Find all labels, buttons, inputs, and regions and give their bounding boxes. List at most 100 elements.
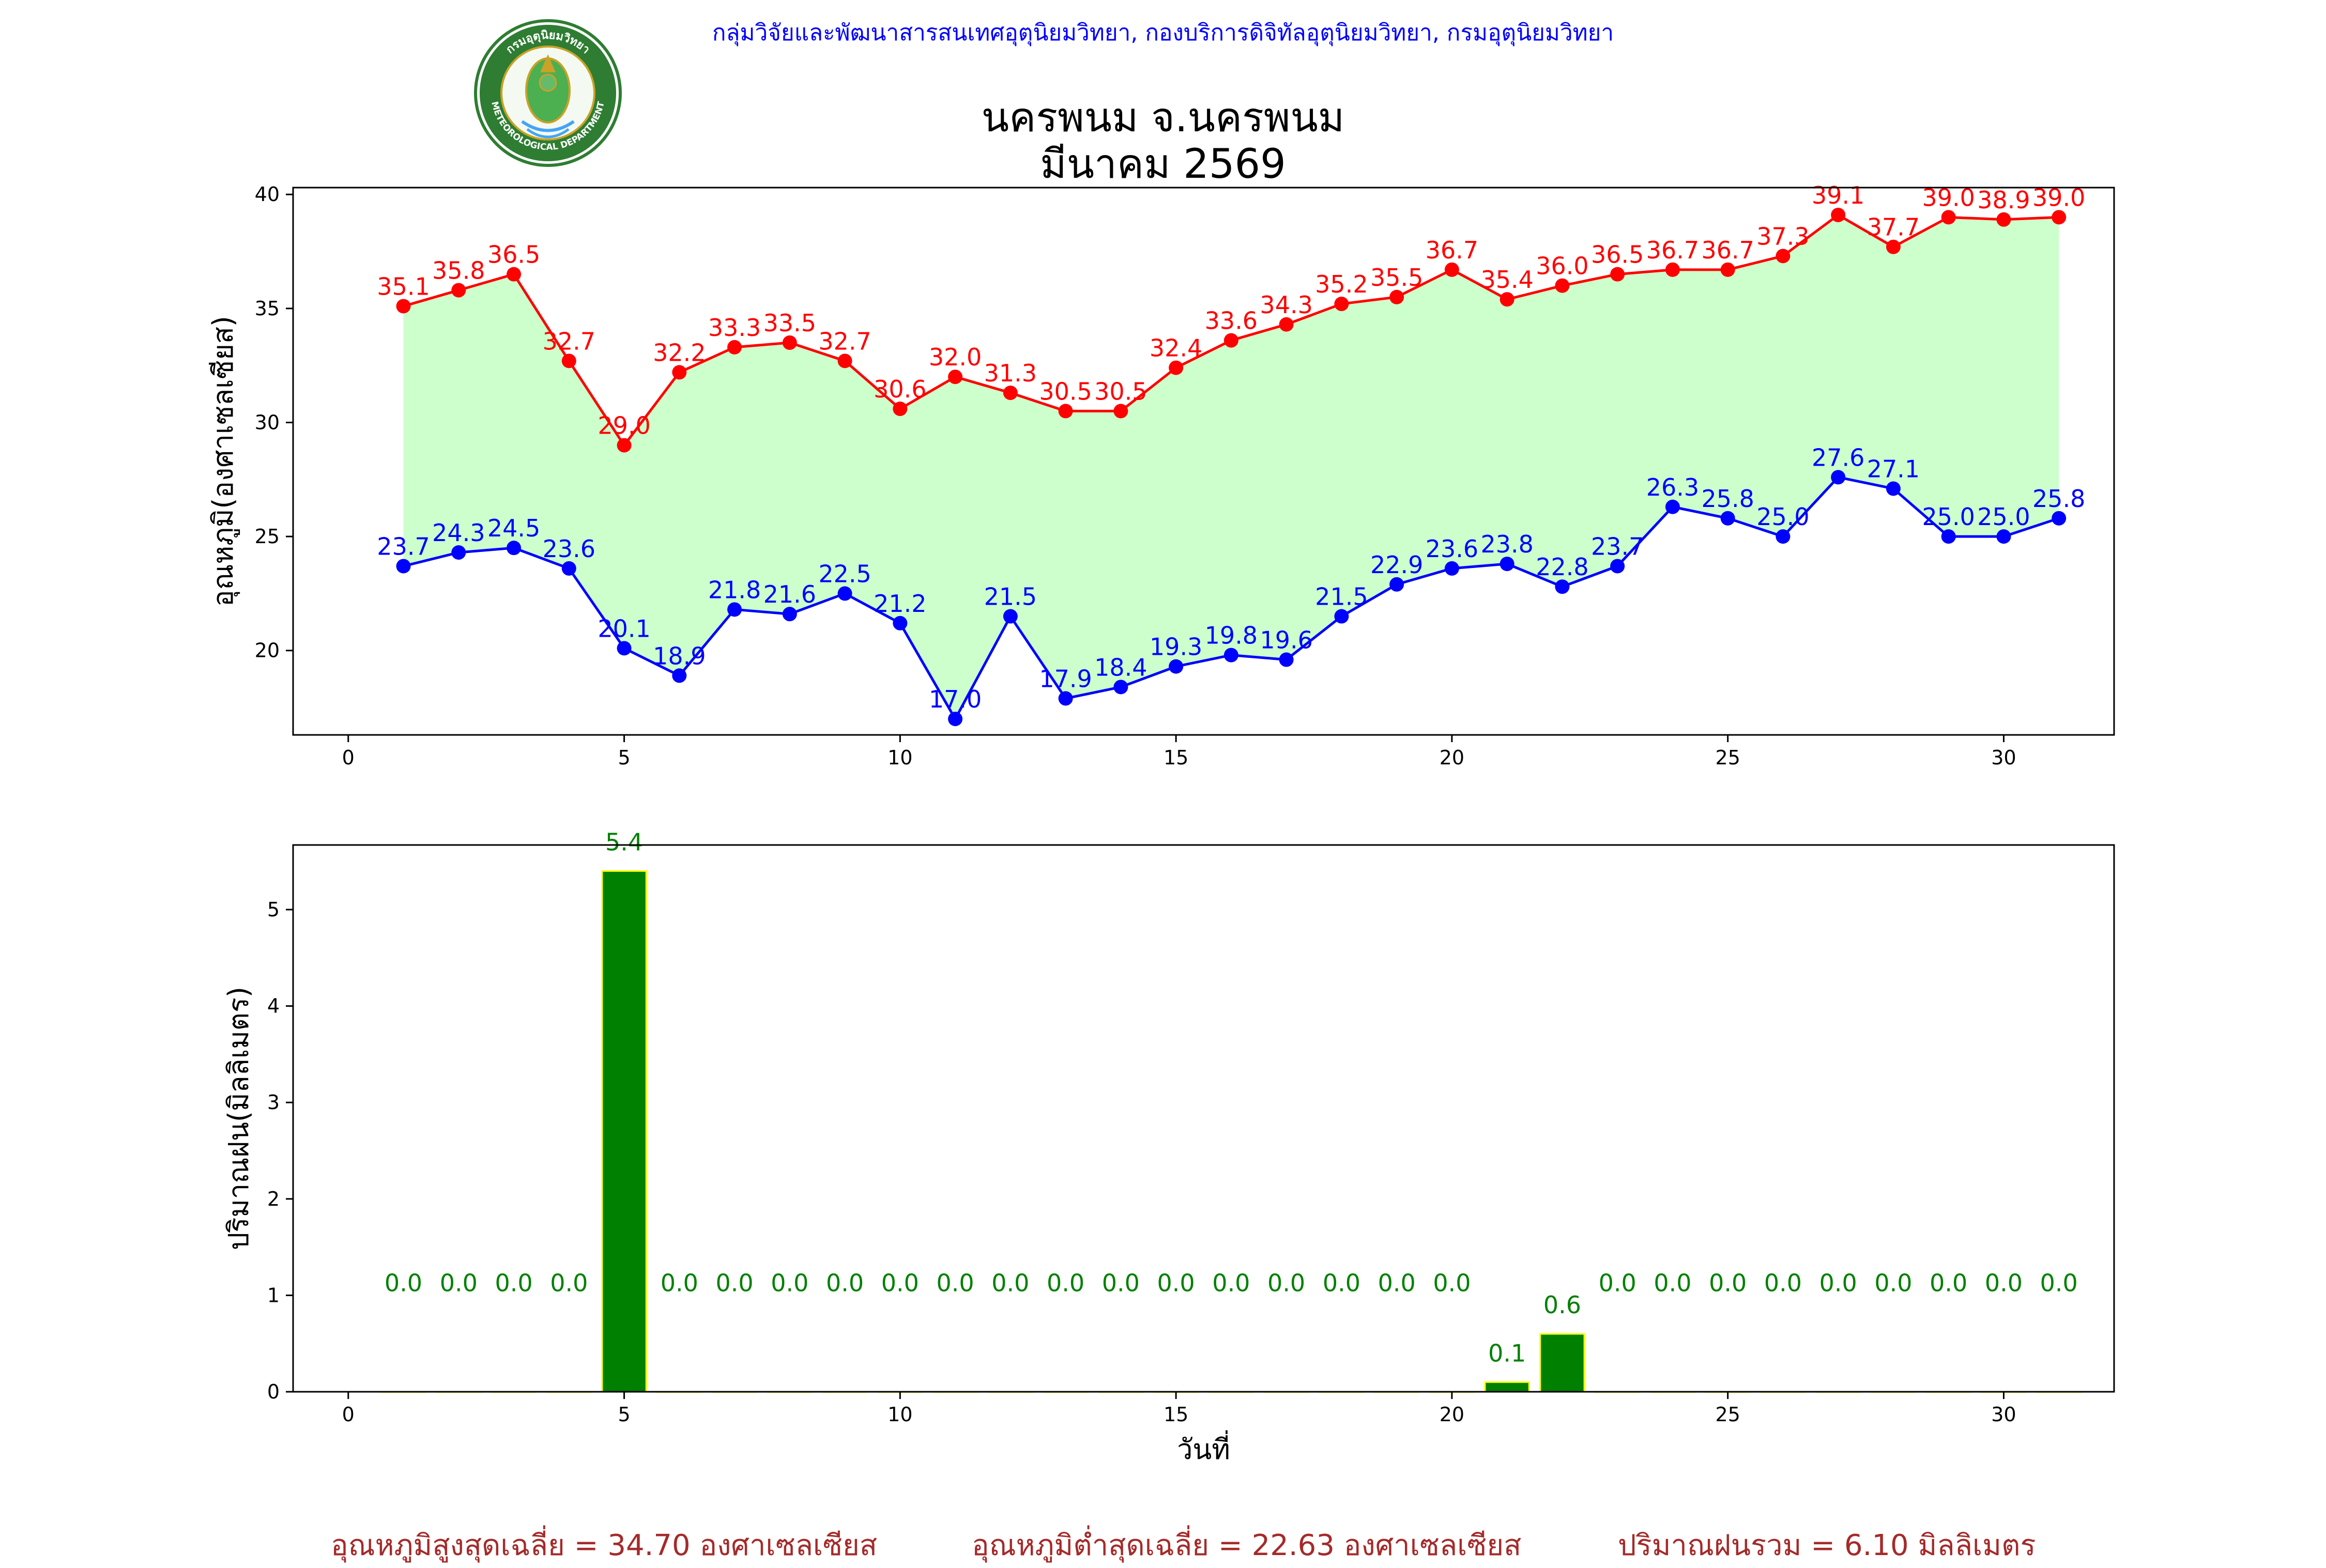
max-temperature-point xyxy=(1389,289,1404,304)
min-temperature-point xyxy=(1444,561,1459,576)
min-temperature-point xyxy=(617,641,632,656)
temperature-y-axis-label: อุณหภูมิ(องศาเซลเซียส) xyxy=(207,316,240,607)
max-temperature-value-label: 33.6 xyxy=(1205,307,1258,335)
max-temperature-point xyxy=(1499,292,1514,307)
max-temperature-point xyxy=(1720,262,1735,277)
min-temperature-point xyxy=(1610,559,1625,574)
max-temperature-value-label: 30.5 xyxy=(1039,377,1092,405)
min-temperature-point xyxy=(1776,529,1791,544)
temperature-plot-frame xyxy=(292,187,2115,736)
max-temperature-value-label: 34.3 xyxy=(1260,291,1312,319)
max-temperature-value-label: 36.5 xyxy=(487,241,540,269)
max-temperature-point xyxy=(1223,333,1238,348)
min-temperature-value-label: 17.9 xyxy=(1039,665,1092,693)
rainfall-value-label: 0.0 xyxy=(715,1269,753,1297)
min-temperature-value-label: 23.8 xyxy=(1480,530,1533,558)
max-temperature-point xyxy=(451,283,466,298)
rainfall-x-tick-label: 10 xyxy=(887,1403,912,1426)
max-temperature-point xyxy=(1058,404,1073,419)
max-temperature-point xyxy=(1113,404,1128,419)
rainfall-x-tick-label: 20 xyxy=(1440,1403,1464,1426)
rainfall-x-tick-label: 25 xyxy=(1716,1403,1740,1426)
min-temperature-value-label: 25.8 xyxy=(2032,485,2085,513)
rainfall-y-tick-label: 2 xyxy=(267,1188,280,1210)
max-temperature-point xyxy=(948,370,963,385)
rainfall-value-label: 5.4 xyxy=(605,828,643,856)
min-temperature-value-label: 22.5 xyxy=(818,560,871,588)
rainfall-value-label: 0.0 xyxy=(2040,1269,2078,1297)
rainfall-value-label: 0.0 xyxy=(1047,1269,1084,1297)
max-temperature-value-label: 32.7 xyxy=(818,327,871,355)
rainfall-bar xyxy=(1484,1381,1530,1393)
rainfall-y-tick-label: 0 xyxy=(267,1380,280,1403)
max-temperature-value-label: 33.5 xyxy=(763,309,816,337)
min-temperature-value-label: 24.3 xyxy=(432,519,485,547)
rainfall-value-label: 0.0 xyxy=(1212,1269,1250,1297)
min-temperature-value-label: 17.0 xyxy=(929,685,982,713)
min-temperature-point xyxy=(1223,648,1238,663)
min-temperature-point xyxy=(1996,529,2011,544)
max-temperature-value-label: 32.7 xyxy=(543,327,595,355)
max-temperature-value-label: 36.7 xyxy=(1646,236,1699,264)
max-temperature-value-label: 35.2 xyxy=(1315,270,1368,298)
min-temperature-value-label: 21.2 xyxy=(874,590,926,618)
rainfall-value-label: 0.0 xyxy=(1654,1269,1691,1297)
min-temperature-point xyxy=(396,559,411,574)
min-temperature-value-label: 25.0 xyxy=(1922,503,1975,531)
average-max-temperature: อุณหภูมิสูงสุดเฉลี่ย = 34.70 องศาเซลเซีย… xyxy=(331,1529,878,1562)
temperature-x-tick-label: 5 xyxy=(618,746,630,769)
min-temperature-point xyxy=(1499,557,1514,572)
min-temperature-point xyxy=(672,668,687,683)
min-temperature-value-label: 22.8 xyxy=(1536,553,1588,581)
max-temperature-value-label: 32.2 xyxy=(653,339,706,366)
min-temperature-point xyxy=(782,607,797,622)
rainfall-value-label: 0.0 xyxy=(1267,1269,1305,1297)
temperature-x-tick-label: 25 xyxy=(1716,746,1740,769)
min-temperature-point xyxy=(2052,511,2067,526)
min-temperature-value-label: 23.6 xyxy=(543,535,595,563)
rainfall-bar xyxy=(601,870,647,1393)
rainfall-value-label: 0.0 xyxy=(1599,1269,1636,1297)
rainfall-value-label: 0.0 xyxy=(771,1269,808,1297)
max-temperature-value-label: 35.1 xyxy=(377,272,430,300)
max-temperature-value-label: 35.5 xyxy=(1370,264,1423,291)
rainfall-value-label: 0.0 xyxy=(1764,1269,1802,1297)
min-temperature-point xyxy=(1003,609,1018,624)
rainfall-x-axis-label: วันที่ xyxy=(1177,1430,1230,1466)
max-temperature-point xyxy=(1665,262,1680,277)
max-temperature-value-label: 32.4 xyxy=(1150,334,1202,362)
min-temperature-point xyxy=(1058,691,1073,706)
max-temperature-point xyxy=(727,340,742,355)
max-temperature-value-label: 30.6 xyxy=(874,375,926,403)
max-temperature-value-label: 30.5 xyxy=(1094,377,1147,405)
min-temperature-value-label: 23.7 xyxy=(1591,532,1644,560)
min-temperature-point xyxy=(1555,579,1570,594)
max-temperature-value-label: 37.3 xyxy=(1756,222,1809,250)
max-temperature-point xyxy=(1555,278,1570,293)
max-temperature-point xyxy=(837,353,852,368)
max-temperature-value-label: 36.0 xyxy=(1536,252,1588,280)
rainfall-value-label: 0.0 xyxy=(991,1269,1029,1297)
rainfall-value-label: 0.0 xyxy=(881,1269,919,1297)
max-temperature-point xyxy=(561,353,576,368)
max-temperature-value-label: 36.7 xyxy=(1701,236,1754,264)
max-temperature-point xyxy=(617,438,632,453)
rainfall-value-label: 0.0 xyxy=(1819,1269,1857,1297)
max-temperature-value-label: 39.1 xyxy=(1812,181,1864,209)
max-temperature-point xyxy=(1886,239,1901,254)
min-temperature-point xyxy=(893,616,908,631)
min-temperature-value-label: 20.1 xyxy=(598,614,650,642)
min-temperature-point xyxy=(948,712,963,727)
temperature-panel: 35.135.836.532.729.032.233.3 33.532.730.6… xyxy=(207,181,2115,769)
max-temperature-value-label: 38.9 xyxy=(1977,186,2030,214)
rainfall-value-label: 0.0 xyxy=(550,1269,588,1297)
max-temperature-point xyxy=(1169,360,1184,375)
min-temperature-value-label: 21.5 xyxy=(1315,583,1368,611)
min-temperature-value-label: 25.0 xyxy=(1756,503,1809,531)
temperature-y-tick-label: 25 xyxy=(255,525,280,548)
rainfall-value-label: 0.0 xyxy=(826,1269,864,1297)
rainfall-y-tick-label: 4 xyxy=(267,995,280,1018)
min-temperature-point xyxy=(561,561,576,576)
chart-title-station: นครพนม จ.นครพนม xyxy=(981,95,1345,141)
